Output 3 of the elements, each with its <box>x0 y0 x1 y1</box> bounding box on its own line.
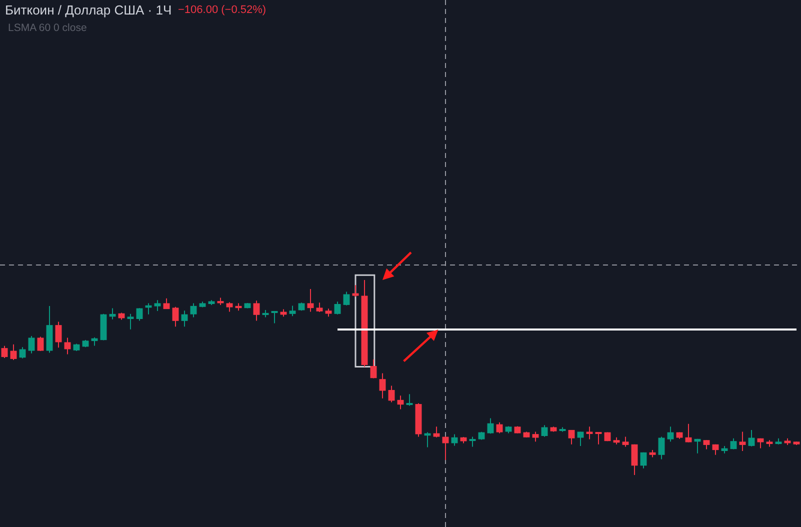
chart-subtitle: LSMA 60 0 close <box>8 22 87 34</box>
text: −106.00 (−0.52%) <box>178 4 266 16</box>
chart-title: Биткоин / Доллар США · 1Ч <box>5 2 172 18</box>
